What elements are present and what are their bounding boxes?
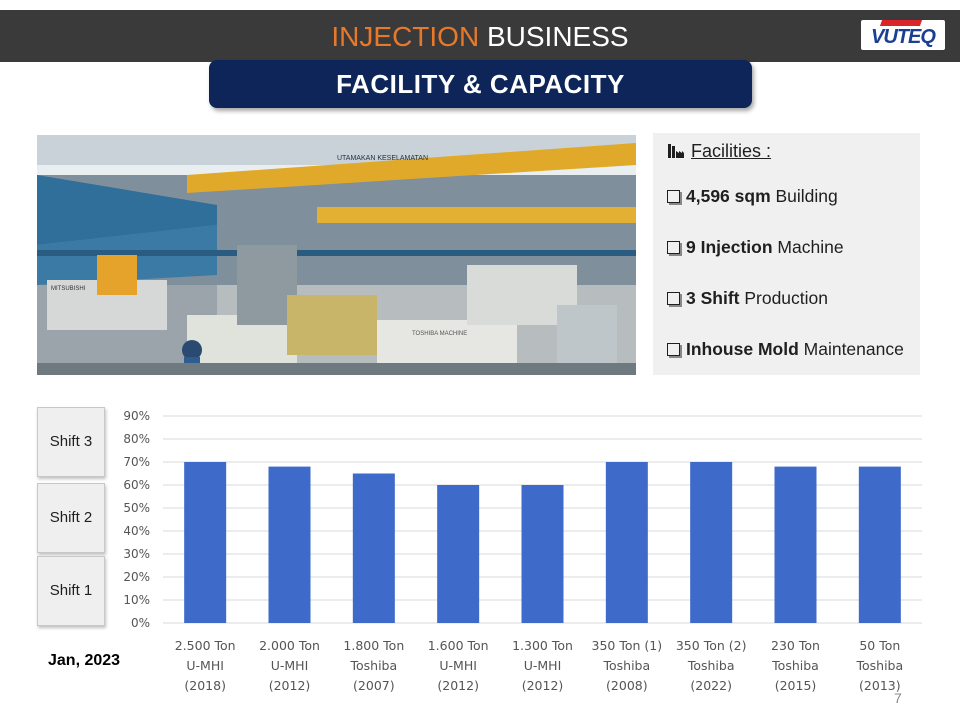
y-tick-label: 90% bbox=[123, 409, 150, 423]
section-banner: FACILITY & CAPACITY bbox=[209, 60, 752, 108]
facility-item: 9 Injection Machine bbox=[667, 234, 844, 260]
bar bbox=[521, 485, 564, 623]
bar bbox=[858, 466, 901, 623]
logo-text: VUTEQ bbox=[871, 26, 936, 48]
y-tick-label: 40% bbox=[123, 524, 150, 538]
photo-sign-text: TOSHIBA MACHINE bbox=[412, 331, 467, 337]
bar bbox=[437, 485, 480, 623]
x-category-label: 1.300 Ton bbox=[512, 638, 573, 653]
x-category-label: Toshiba bbox=[855, 658, 903, 673]
x-category-label: 1.600 Ton bbox=[428, 638, 489, 653]
shift-1-label: Shift 1 bbox=[37, 556, 105, 626]
facility-item: Inhouse Mold Maintenance bbox=[667, 336, 904, 362]
x-category-label: (2015) bbox=[775, 678, 817, 693]
x-category-label: (2008) bbox=[606, 678, 648, 693]
facilities-heading-label: Facilities : bbox=[691, 141, 772, 161]
x-category-label: (2012) bbox=[269, 678, 311, 693]
header-bar bbox=[0, 10, 960, 62]
title-accent: INJECTION bbox=[331, 21, 480, 52]
facility-item-text: Building bbox=[770, 186, 838, 206]
x-category-label: 50 Ton bbox=[859, 638, 900, 653]
shift-3-label: Shift 3 bbox=[37, 407, 105, 477]
x-category-label: Toshiba bbox=[687, 658, 735, 673]
bar bbox=[690, 462, 733, 623]
x-category-label: (2022) bbox=[690, 678, 732, 693]
x-category-label: 2.000 Ton bbox=[259, 638, 320, 653]
photo-sign-text: MITSUBISHI bbox=[51, 286, 86, 292]
facilities-heading: Facilities : bbox=[667, 138, 771, 164]
checkbox-icon bbox=[667, 190, 680, 203]
x-category-label: 350 Ton (1) bbox=[592, 638, 663, 653]
y-tick-label: 60% bbox=[123, 478, 150, 492]
bar bbox=[184, 462, 227, 623]
factory-icon bbox=[668, 144, 684, 158]
facility-item-bold: 4,596 sqm bbox=[686, 186, 771, 206]
y-tick-label: 70% bbox=[123, 455, 150, 469]
facility-item: 3 Shift Production bbox=[667, 285, 828, 311]
vuteq-logo: VUTEQ bbox=[861, 20, 945, 50]
checkbox-icon bbox=[667, 292, 680, 305]
bar bbox=[605, 462, 648, 623]
x-category-label: (2013) bbox=[859, 678, 901, 693]
factory-photo-illustration: UTAMAKAN KESELAMATAN MITSUBISHI TOSHIBA … bbox=[37, 135, 636, 375]
facility-item: 4,596 sqm Building bbox=[667, 183, 838, 209]
shift-2-label: Shift 2 bbox=[37, 483, 105, 553]
x-category-label: Toshiba bbox=[771, 658, 819, 673]
x-category-label: (2012) bbox=[522, 678, 564, 693]
x-category-label: (2007) bbox=[353, 678, 395, 693]
page-number: 7 bbox=[894, 690, 902, 706]
x-category-label: U-MHI bbox=[524, 658, 562, 673]
x-category-label: Toshiba bbox=[349, 658, 397, 673]
y-tick-label: 0% bbox=[131, 616, 150, 630]
factory-photo: UTAMAKAN KESELAMATAN MITSUBISHI TOSHIBA … bbox=[37, 135, 636, 375]
x-category-label: Toshiba bbox=[602, 658, 650, 673]
y-tick-label: 80% bbox=[123, 432, 150, 446]
y-tick-label: 50% bbox=[123, 501, 150, 515]
bar bbox=[352, 473, 395, 623]
facility-item-bold: 9 Injection bbox=[686, 237, 773, 257]
x-category-label: (2012) bbox=[437, 678, 479, 693]
facility-item-bold: 3 Shift bbox=[686, 288, 740, 308]
x-category-label: (2018) bbox=[184, 678, 226, 693]
facility-item-bold: Inhouse Mold bbox=[686, 339, 799, 359]
page-title: INJECTION BUSINESS bbox=[0, 10, 960, 62]
y-tick-label: 10% bbox=[123, 593, 150, 607]
x-category-label: 1.800 Ton bbox=[343, 638, 404, 653]
x-category-label: U-MHI bbox=[186, 658, 224, 673]
x-category-label: 230 Ton bbox=[771, 638, 820, 653]
checkbox-icon bbox=[667, 343, 680, 356]
bar bbox=[774, 466, 817, 623]
date-label: Jan, 2023 bbox=[48, 652, 121, 669]
checkbox-icon bbox=[667, 241, 680, 254]
bar bbox=[268, 466, 311, 623]
x-category-label: U-MHI bbox=[439, 658, 477, 673]
facilities-panel: Facilities : 4,596 sqm Building 9 Inject… bbox=[653, 133, 920, 375]
y-tick-label: 30% bbox=[123, 547, 150, 561]
x-category-label: U-MHI bbox=[271, 658, 309, 673]
title-rest: BUSINESS bbox=[479, 21, 629, 52]
facility-item-text: Machine bbox=[772, 237, 844, 257]
photo-sign-text: UTAMAKAN KESELAMATAN bbox=[337, 155, 428, 162]
x-category-label: 2.500 Ton bbox=[175, 638, 236, 653]
x-category-label: 350 Ton (2) bbox=[676, 638, 747, 653]
y-tick-label: 20% bbox=[123, 570, 150, 584]
facility-item-text: Maintenance bbox=[798, 339, 904, 359]
facility-item-text: Production bbox=[739, 288, 829, 308]
